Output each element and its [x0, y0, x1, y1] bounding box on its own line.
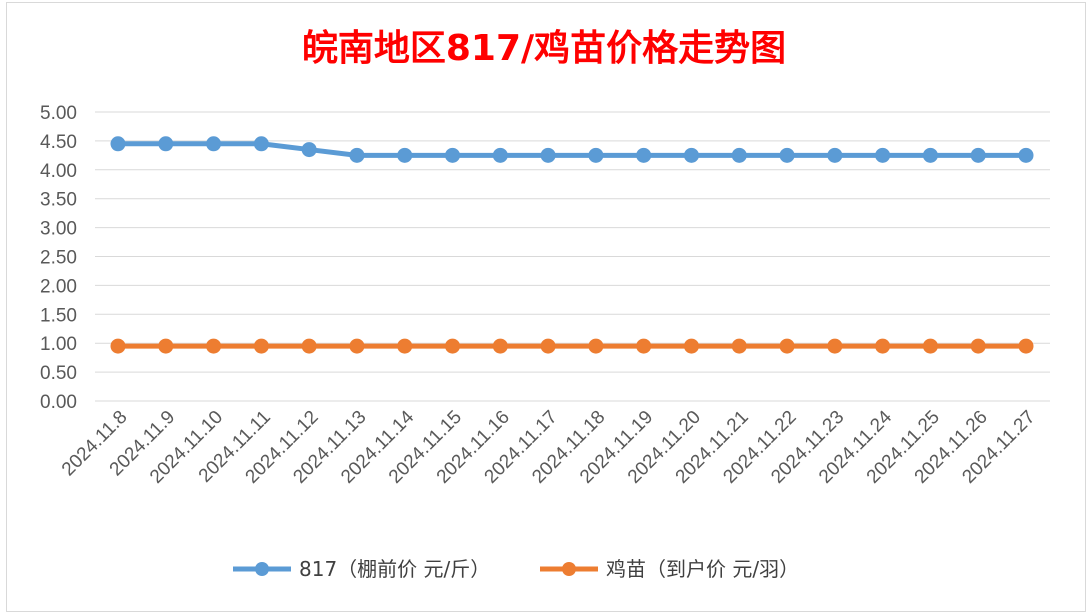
y-tick-label: 1.50 [40, 305, 77, 326]
data-point [110, 136, 126, 152]
data-point [683, 147, 699, 163]
legend-marker [562, 562, 576, 576]
legend-label: 817（棚前价 元/斤） [299, 557, 490, 581]
data-point [827, 338, 843, 354]
series-2 [110, 338, 1034, 354]
series-line [115, 141, 1029, 158]
data-point [540, 147, 556, 163]
data-point [253, 338, 269, 354]
y-axis-ticks: 0.00 0.50 1.00 1.50 2.00 2.50 3.00 3.50 4.00 4.50… [40, 103, 77, 413]
data-point [445, 147, 461, 163]
legend: 817（棚前价 元/斤） 鸡苗（到户价 元/羽） [233, 557, 799, 581]
data-point [492, 147, 508, 163]
data-point [588, 147, 604, 163]
y-tick-label: 4.50 [40, 132, 77, 153]
data-point [779, 147, 795, 163]
data-point [636, 147, 652, 163]
chart-area [6, 2, 1086, 612]
series-lines [110, 136, 1034, 354]
legend-label: 鸡苗（到户价 元/羽） [606, 557, 799, 581]
data-point [922, 338, 938, 354]
series-1 [110, 136, 1034, 163]
legend-item: 鸡苗（到户价 元/羽） [540, 557, 799, 581]
data-point [827, 147, 843, 163]
data-point [397, 147, 413, 163]
data-point [253, 136, 269, 152]
y-tick-label: 0.50 [40, 363, 77, 384]
data-point [636, 338, 652, 354]
data-point [875, 147, 891, 163]
data-point [110, 338, 126, 354]
data-point [540, 338, 556, 354]
y-tick-label: 2.00 [40, 276, 77, 297]
data-point [492, 338, 508, 354]
y-tick-label: 0.00 [40, 392, 77, 413]
data-point [206, 338, 222, 354]
data-point [970, 147, 986, 163]
data-point [779, 338, 795, 354]
data-point [349, 147, 365, 163]
data-point [349, 338, 365, 354]
data-point [588, 338, 604, 354]
chart-title: 皖南地区817/鸡苗价格走势图 [302, 28, 786, 69]
data-point [970, 338, 986, 354]
data-point [683, 338, 699, 354]
y-tick-label: 5.00 [40, 103, 77, 124]
data-point [1018, 338, 1034, 354]
data-point [206, 136, 222, 152]
y-tick-label: 4.00 [40, 161, 77, 182]
gridlines [95, 111, 1050, 402]
x-axis-ticks: 2024.11.82024.11.92024.11.102024.11.1120… [58, 406, 1040, 487]
y-tick-label: 2.50 [40, 248, 77, 269]
data-point [158, 136, 174, 152]
y-tick-label: 3.50 [40, 190, 77, 211]
y-tick-label: 1.00 [40, 334, 77, 355]
y-tick-label: 3.00 [40, 219, 77, 240]
data-point [397, 338, 413, 354]
data-point [301, 142, 317, 158]
data-point [922, 147, 938, 163]
data-point [445, 338, 461, 354]
data-point [301, 338, 317, 354]
legend-marker [255, 562, 269, 576]
data-point [875, 338, 891, 354]
legend-item: 817（棚前价 元/斤） [233, 557, 490, 581]
data-point [158, 338, 174, 354]
data-point [731, 338, 747, 354]
data-point [731, 147, 747, 163]
data-point [1018, 147, 1034, 163]
